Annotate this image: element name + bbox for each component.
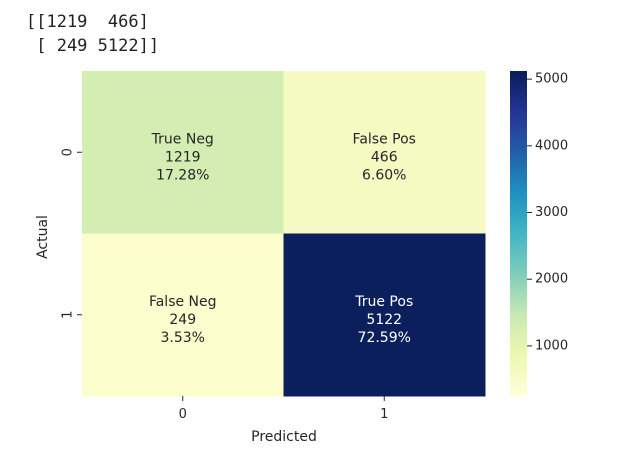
y-tick-label-1: 1 [61,311,76,319]
cell-label-count-0-0: 1219 [165,149,201,165]
matrix-line-2: [ 249 5122]] [26,36,160,56]
heatmap-cells [82,71,486,397]
colorbar-tick-label-4000: 4000 [535,138,568,153]
heatmap-cell-0-1 [283,71,486,234]
cell-label-category-0-0: True Neg [151,131,214,147]
cell-label-category-1-1: True Pos [354,294,413,310]
cell-label-percent-0-0: 17.28% [156,167,209,183]
colorbar-tick-label-1000: 1000 [535,338,568,353]
cell-label-count-0-1: 466 [371,149,398,165]
cell-label-count-1-0: 249 [169,312,196,328]
colorbar-tick-label-2000: 2000 [535,272,568,287]
heatmap-cell-labels: True Neg 1219 17.28% False Pos 466 6.60% False… [149,131,416,346]
x-tick-label-1: 1 [380,407,388,422]
colorbar-tick-label-5000: 5000 [535,72,568,87]
cell-label-percent-1-1: 72.59% [358,330,411,346]
colorbar-tick-label-3000: 3000 [535,205,568,220]
cell-label-percent-1-0: 3.53% [161,330,205,346]
heatmap-cell-1-1 [283,233,486,397]
matrix-printout: [[1219 466] [ 249 5122]] [0,0,159,58]
heatmap-axes: 0 1 0 1 [61,148,389,422]
heatmap-cell-0-0 [82,71,284,234]
heatmap-cell-1-0 [82,233,284,397]
x-axis-label: Predicted [251,429,317,445]
cell-label-percent-0-1: 6.60% [362,167,406,183]
y-axis-label: Actual [35,215,51,259]
cell-label-category-1-0: False Neg [149,294,217,310]
x-tick-label-0: 0 [179,407,187,422]
cell-label-category-0-1: False Pos [353,131,416,147]
colorbar: 1000 2000 3000 4000 5000 [510,71,568,396]
cell-label-count-1-1: 5122 [366,312,402,328]
colorbar-gradient [510,71,527,396]
matrix-line-1: [[1219 466] [26,12,149,32]
y-tick-label-0: 0 [61,148,76,156]
